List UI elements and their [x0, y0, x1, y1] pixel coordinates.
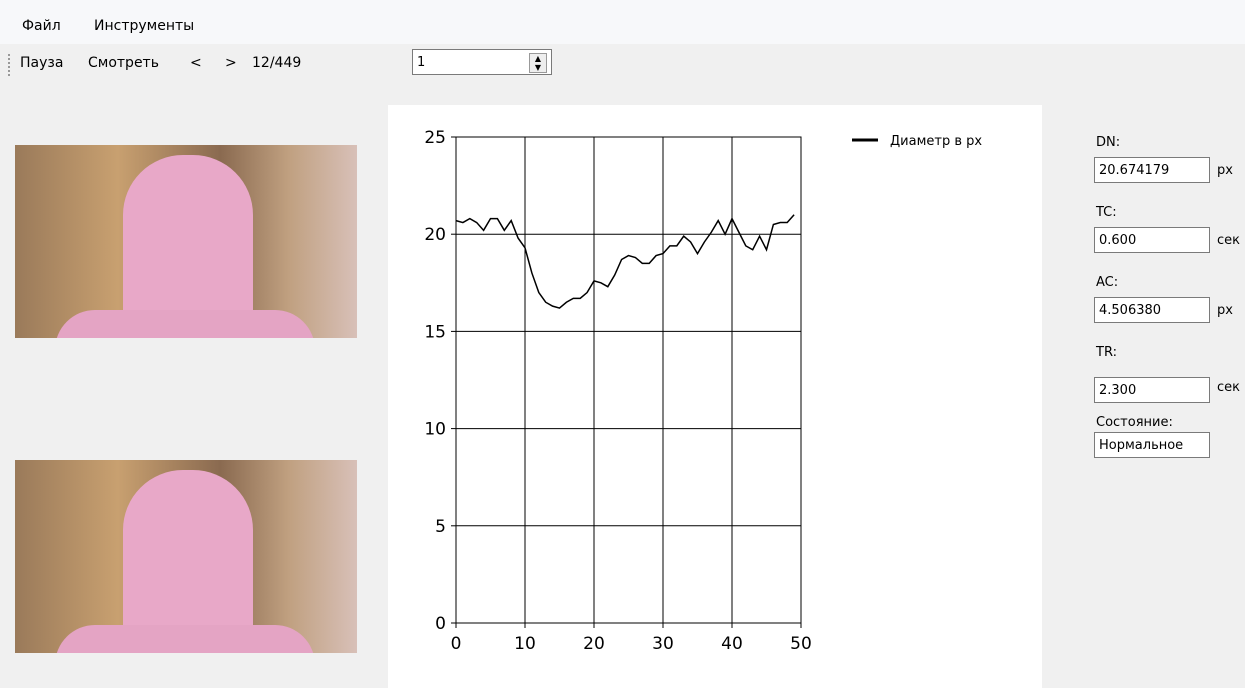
field-label: TR:: [1096, 345, 1117, 360]
x-tick-label: 0: [451, 634, 462, 654]
field-label: AC:: [1096, 275, 1118, 290]
y-tick-label: 15: [424, 322, 446, 342]
shoulders: [55, 310, 315, 338]
field-input[interactable]: Нормальное: [1094, 432, 1210, 458]
menu-item[interactable]: Файл: [22, 18, 61, 34]
frame-counter: 12/449: [252, 55, 301, 71]
field-input[interactable]: 4.506380: [1094, 297, 1210, 323]
x-tick-label: 30: [652, 634, 674, 654]
frame-spinner[interactable]: 1 ▲▼: [412, 49, 552, 75]
y-tick-label: 25: [424, 128, 446, 148]
field-label: Состояние:: [1096, 415, 1173, 430]
shoulders: [55, 625, 315, 653]
field-unit: сек: [1217, 233, 1240, 248]
y-tick-label: 5: [435, 517, 446, 537]
menu-item[interactable]: Инструменты: [94, 18, 194, 34]
x-tick-label: 40: [721, 634, 743, 654]
pause-button[interactable]: Пауза: [20, 55, 63, 71]
next-button[interactable]: >: [225, 55, 237, 71]
metrics-panel: DN: 20.674179 px TC: 0.600 сек AC: 4.506380 px TR…: [1094, 130, 1245, 480]
chart-background: [388, 105, 1042, 688]
x-tick-label: 10: [514, 634, 536, 654]
spinner-value: 1: [417, 50, 425, 76]
field-input[interactable]: 0.600: [1094, 227, 1210, 253]
y-tick-label: 10: [424, 420, 446, 440]
grip: [8, 54, 10, 76]
prev-button[interactable]: <: [190, 55, 202, 71]
watch-button[interactable]: Смотреть: [88, 55, 159, 71]
camera-frame: [15, 460, 357, 653]
field-label: TC:: [1096, 205, 1117, 220]
field-unit: px: [1217, 303, 1233, 318]
field-unit: сек: [1217, 380, 1240, 395]
spinner-arrows[interactable]: ▲▼: [529, 53, 547, 73]
menu-bar: Файл Инструменты: [0, 0, 1245, 44]
x-tick-label: 20: [583, 634, 605, 654]
y-tick-label: 0: [435, 614, 446, 634]
field-input[interactable]: 20.674179: [1094, 157, 1210, 183]
app-window: Файл Инструменты Пауза Смотреть < > 12/4…: [0, 0, 1245, 688]
legend-label: Диаметр в px: [890, 134, 982, 149]
toolbar: Пауза Смотреть < > 12/449 1 ▲▼: [0, 46, 1245, 82]
camera-frame: [15, 145, 357, 338]
y-tick-label: 20: [424, 225, 446, 245]
x-tick-label: 50: [790, 634, 812, 654]
chart: 0 5 10 15 20 25 0 10 20 30 40 50 Диаметр в px: [388, 105, 1042, 688]
field-unit: px: [1217, 163, 1233, 178]
field-input[interactable]: 2.300: [1094, 377, 1210, 403]
field-label: DN:: [1096, 135, 1120, 150]
